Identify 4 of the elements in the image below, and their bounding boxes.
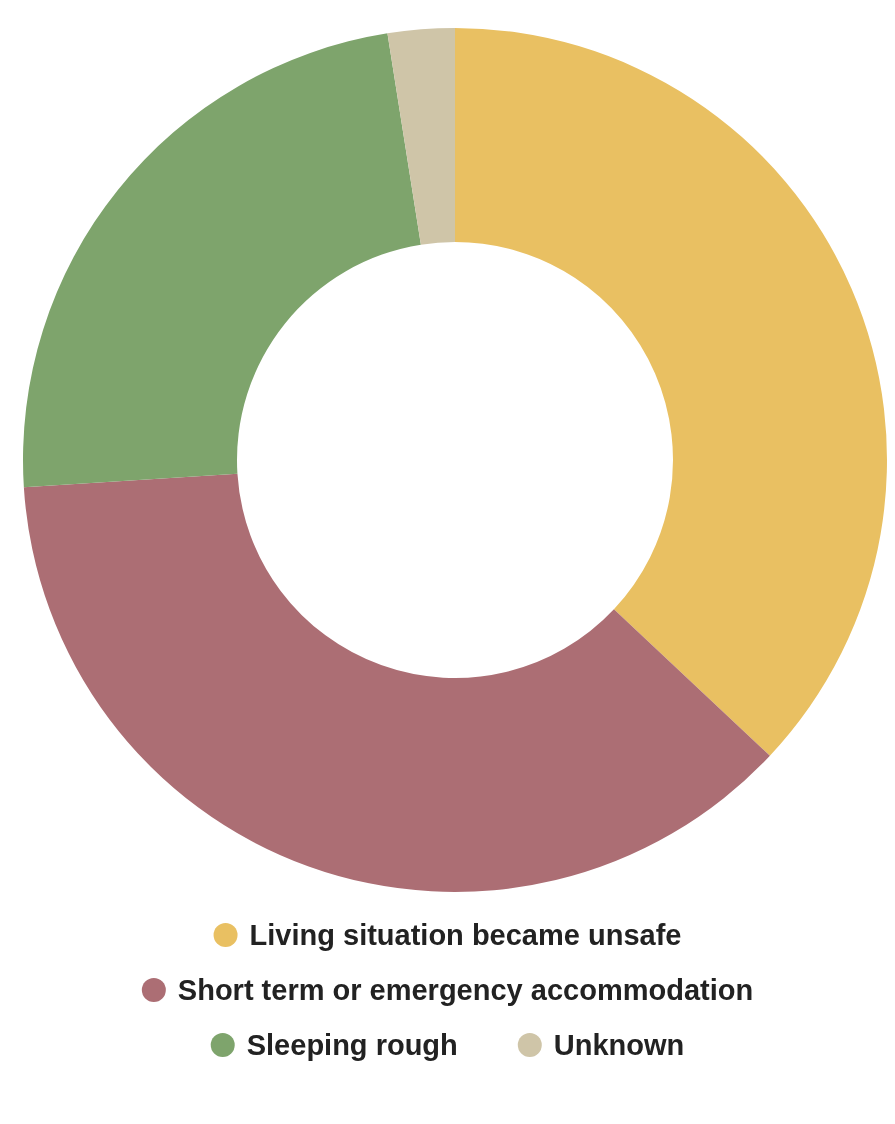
legend-label: Living situation became unsafe (249, 919, 682, 951)
legend-label: Unknown (553, 1029, 685, 1061)
legend-label: Sleeping rough (246, 1029, 458, 1061)
legend-label: Short term or emergency accommodation (177, 974, 754, 1006)
